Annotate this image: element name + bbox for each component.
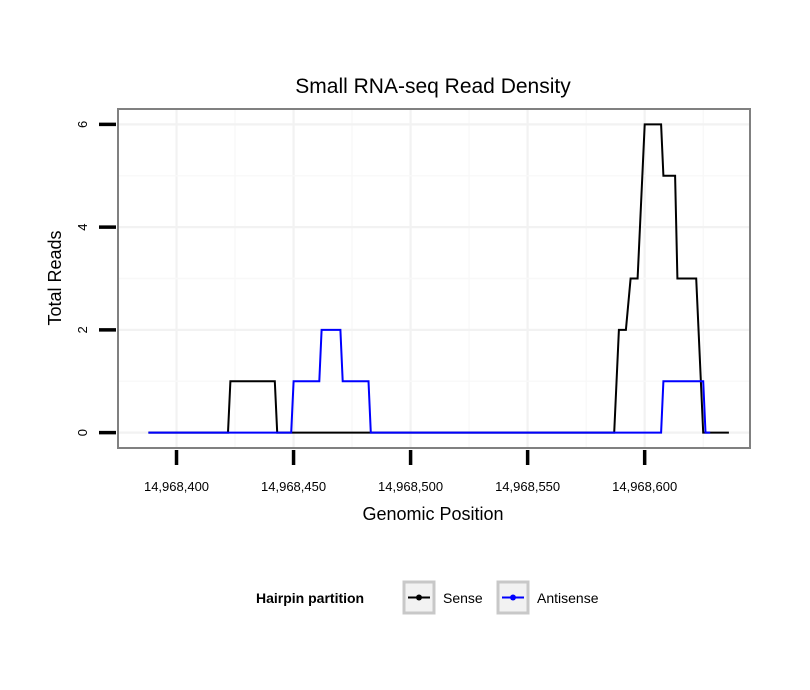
legend-key-marker	[510, 594, 516, 601]
y-axis: 0 2 4 6	[75, 121, 116, 436]
plot-border	[117, 108, 751, 449]
y-axis-title: Total Reads	[45, 230, 65, 325]
series-line-antisense	[148, 328, 711, 434]
legend: Hairpin partition Sense Antisense	[256, 580, 599, 615]
legend-title: Hairpin partition	[256, 590, 364, 606]
x-tick-label: 14,968,450	[261, 479, 326, 494]
x-tick-label: 14,968,400	[144, 479, 209, 494]
chart-title: Small RNA-seq Read Density	[295, 75, 571, 98]
y-tick-label: 2	[75, 326, 90, 333]
x-tick-label: 14,968,600	[612, 479, 677, 494]
series-layer	[148, 123, 729, 434]
legend-key-marker	[416, 594, 422, 601]
legend-item-antisense: Antisense	[496, 580, 599, 615]
y-tick-label: 4	[75, 224, 90, 231]
legend-label: Antisense	[537, 590, 599, 606]
legend-item-sense: Sense	[402, 580, 483, 615]
x-tick-label: 14,968,500	[378, 479, 443, 494]
x-axis-title: Genomic Position	[362, 504, 503, 524]
y-tick-label: 6	[75, 121, 90, 128]
series-line-sense	[148, 123, 729, 434]
y-tick-label: 0	[75, 429, 90, 436]
legend-label: Sense	[443, 590, 483, 606]
x-tick-label: 14,968,550	[495, 479, 560, 494]
x-axis: 14,968,400 14,968,450 14,968,500 14,968,550…	[144, 450, 677, 494]
